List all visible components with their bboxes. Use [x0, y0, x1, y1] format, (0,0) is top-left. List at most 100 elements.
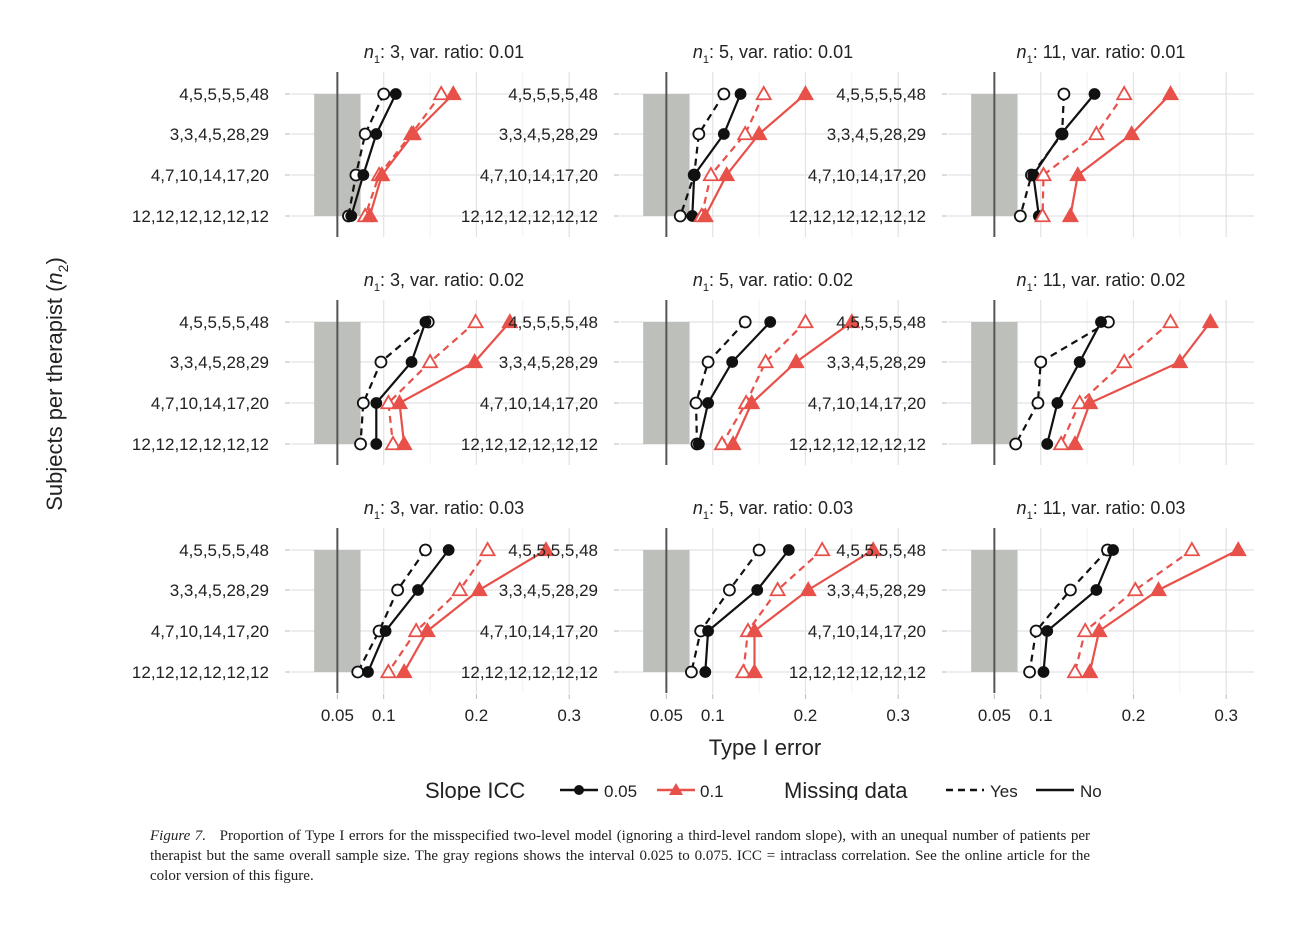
panel-title: n1: 5, var. ratio: 0.03 [693, 498, 853, 522]
series-line-icc0.05-missing-no [697, 321, 771, 445]
y-tick-label: 3,3,4,5,28,29 [827, 125, 926, 144]
type1-error-figure: n1: 3, var. ratio: 0.01 4,5,5,5,5,48 3,3,4… [42, 42, 1254, 800]
series-line-icc0.05-missing-no [350, 93, 397, 217]
data-point-triangle [395, 435, 413, 451]
data-point-triangle [787, 353, 805, 369]
data-point-triangle [769, 581, 787, 597]
data-point-triangle [843, 313, 861, 329]
panel-3-0.02: n1: 3, var. ratio: 0.02 4,5,5,5,5,48 3,3,4… [132, 270, 597, 465]
data-point-circle [692, 127, 706, 141]
panel-title: n1: 3, var. ratio: 0.03 [364, 498, 524, 522]
data-point-circle [1064, 583, 1077, 597]
series-line-icc0.1-missing-yes [742, 549, 823, 673]
data-point-circle [358, 127, 372, 141]
data-point-triangle [1087, 125, 1105, 141]
series-line-icc0.05-missing-no [1046, 321, 1102, 445]
data-point-circle [738, 315, 752, 329]
y-tick-label: 3,3,4,5,28,29 [827, 353, 926, 372]
data-point-triangle [1081, 394, 1099, 410]
data-point-circle [1088, 88, 1101, 100]
y-tick-label: 4,7,10,14,17,20 [480, 166, 598, 185]
data-point-circle [1034, 355, 1048, 369]
panel-title: n1: 3, var. ratio: 0.01 [364, 42, 524, 66]
series-line-icc0.1-missing-yes [1073, 549, 1193, 673]
data-point-triangle [1066, 435, 1084, 451]
data-point-triangle [1161, 85, 1180, 101]
data-point-triangle [361, 207, 379, 223]
data-point-triangle [1149, 581, 1168, 597]
data-point-circle [1041, 438, 1054, 450]
y-axis-title: Subjects per therapist (n2) [42, 257, 71, 511]
data-point-circle [1037, 666, 1050, 678]
data-point-triangle [736, 125, 754, 141]
data-point-triangle [813, 541, 831, 557]
data-point-triangle [799, 581, 817, 597]
data-point-circle [1013, 209, 1027, 223]
data-point-triangle [421, 353, 439, 369]
legend-label-yes: Yes [990, 782, 1018, 800]
legend-key-circle [574, 785, 584, 795]
y-tick-label: 12,12,12,12,12,12 [132, 207, 269, 226]
data-point-triangle [373, 166, 391, 182]
y-tick-label: 4,7,10,14,17,20 [480, 622, 598, 641]
data-point-circle [689, 396, 703, 410]
data-point-triangle [1123, 125, 1141, 141]
x-tick-label: 0.2 [1122, 706, 1146, 725]
y-tick-label: 4,7,10,14,17,20 [480, 394, 598, 413]
data-point-triangle [1201, 313, 1219, 329]
x-tick-label: 0.1 [1029, 706, 1053, 725]
y-tick-label: 4,5,5,5,5,48 [836, 541, 926, 560]
y-tick-label: 3,3,4,5,28,29 [499, 125, 598, 144]
y-tick-label: 4,5,5,5,5,48 [179, 541, 269, 560]
figure-caption: Figure 7. Proportion of Type I errors fo… [150, 826, 1090, 886]
data-point-triangle [745, 622, 764, 638]
data-point-circle [1055, 128, 1068, 140]
data-point-circle [717, 128, 730, 140]
data-point-triangle [1115, 85, 1133, 101]
panel-title: n1: 5, var. ratio: 0.02 [693, 270, 853, 294]
data-point-triangle [718, 166, 736, 182]
data-point-triangle [470, 581, 488, 597]
x-tick-label: 0.3 [1214, 706, 1238, 725]
y-tick-label: 4,7,10,14,17,20 [151, 166, 269, 185]
data-point-circle [362, 666, 374, 678]
data-point-circle [374, 355, 388, 369]
x-tick-label: 0.2 [465, 706, 489, 725]
data-point-triangle [743, 394, 761, 410]
y-tick-label: 12,12,12,12,12,12 [789, 207, 926, 226]
data-point-triangle [1061, 207, 1079, 223]
panel-11-0.02: n1: 11, var. ratio: 0.02 4,5,5,5,5,48 3,3,… [789, 270, 1254, 465]
data-point-triangle [404, 125, 422, 141]
data-point-circle [356, 396, 370, 410]
data-point-circle [389, 88, 402, 100]
data-point-circle [357, 169, 370, 181]
data-point-triangle [1034, 207, 1052, 223]
data-point-triangle [724, 435, 742, 451]
data-point-triangle [418, 622, 436, 638]
data-point-triangle [755, 85, 773, 101]
series-line-icc0.1-missing-no [704, 93, 807, 217]
series-line-icc0.05-missing-yes [1014, 321, 1109, 445]
data-point-circle [405, 356, 418, 368]
y-tick-label: 3,3,4,5,28,29 [170, 581, 269, 600]
data-point-circle [377, 87, 391, 101]
data-point-triangle [444, 85, 462, 101]
data-point-circle [717, 87, 731, 101]
caption-label: Figure 7. [150, 828, 207, 844]
series-line-icc0.05-missing-yes [1028, 549, 1109, 673]
y-tick-label: 12,12,12,12,12,12 [461, 207, 598, 226]
series-line-icc0.05-missing-no [691, 93, 742, 217]
data-point-triangle [379, 394, 397, 410]
data-point-circle [345, 210, 358, 222]
panel-3-0.01: n1: 3, var. ratio: 0.01 4,5,5,5,5,48 3,3,4… [132, 42, 597, 237]
y-tick-label: 12,12,12,12,12,12 [461, 663, 598, 682]
data-point-triangle [796, 85, 815, 101]
data-point-triangle [432, 85, 450, 101]
data-point-circle [379, 625, 392, 637]
data-point-triangle [734, 663, 752, 679]
data-point-triangle [384, 435, 402, 451]
data-point-triangle [796, 313, 815, 329]
series-line-icc0.1-missing-yes [364, 93, 443, 217]
y-tick-label: 3,3,4,5,28,29 [499, 581, 598, 600]
data-point-circle [1029, 624, 1043, 638]
